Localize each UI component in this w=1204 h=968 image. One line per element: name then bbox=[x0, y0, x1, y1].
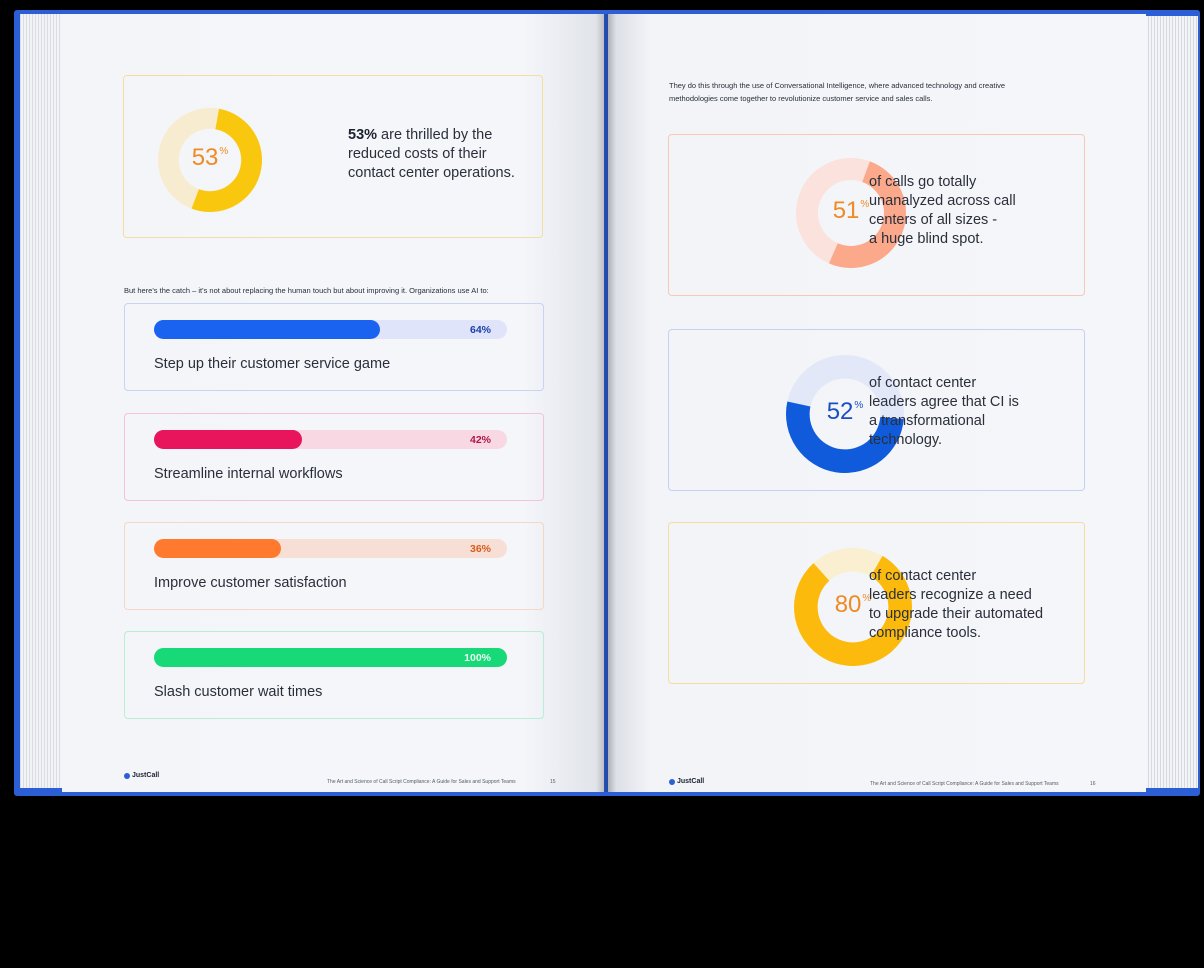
footer-logo-left: JustCall bbox=[124, 772, 159, 779]
bar-label: Slash customer wait times bbox=[154, 684, 323, 700]
progress-track: 100% bbox=[154, 648, 507, 667]
progress-fill bbox=[154, 539, 282, 558]
ci-stat-value: 51% bbox=[832, 197, 870, 224]
donut-segment bbox=[828, 161, 906, 268]
ci-stat-value: 52% bbox=[826, 398, 864, 425]
bar-card: 100% Slash customer wait times bbox=[124, 631, 544, 719]
footer-title-right: The Art and Science of Call Script Compl… bbox=[870, 781, 1059, 787]
top-stat-donut bbox=[158, 108, 262, 212]
ci-stat-donut bbox=[796, 158, 906, 268]
page-number-right: 16 bbox=[1090, 781, 1096, 787]
donut-segment bbox=[786, 401, 904, 473]
bar-card: 42% Streamline internal workflows bbox=[124, 413, 544, 501]
ci-stat-text: of contact center leaders agree that CI i… bbox=[869, 375, 1019, 448]
page-number-left: 15 bbox=[550, 779, 556, 785]
ci-stat-text: of calls go totally unanalyzed across cal… bbox=[869, 174, 1016, 247]
progress-fill bbox=[154, 430, 303, 449]
progress-track: 36% bbox=[154, 539, 507, 558]
footer-logo-right: JustCall bbox=[669, 778, 704, 785]
top-stat-text: 53% are thrilled by the reduced costs of… bbox=[348, 127, 515, 181]
ci-stat-value: 80% bbox=[834, 591, 872, 618]
top-stat-card: 53% 53% are thrilled by the reduced cost… bbox=[123, 75, 543, 238]
ci-stat-donut bbox=[786, 355, 904, 473]
bar-card: 64% Step up their customer service game bbox=[124, 303, 544, 391]
progress-percent: 42% bbox=[469, 434, 491, 446]
donut-segment bbox=[191, 108, 262, 212]
ci-stat-card: 51% of calls go totally unanalyzed across… bbox=[668, 134, 1085, 296]
top-stat-value: 53% bbox=[191, 144, 229, 171]
bar-label: Streamline internal workflows bbox=[154, 466, 343, 482]
bar-label: Improve customer satisfaction bbox=[154, 575, 347, 591]
intro-text-left: But here's the catch – it's not about re… bbox=[124, 286, 489, 295]
ci-stat-card: 52% of contact center leaders agree that … bbox=[668, 329, 1085, 491]
footer-title-left: The Art and Science of Call Script Compl… bbox=[327, 779, 516, 785]
progress-percent: 36% bbox=[469, 543, 491, 555]
justcall-logo-icon bbox=[669, 778, 675, 785]
right-page: They do this through the use of Conversa… bbox=[608, 14, 1146, 792]
progress-fill bbox=[154, 320, 380, 339]
ci-stat-donut bbox=[794, 548, 912, 666]
intro-text-right: They do this through the use of Conversa… bbox=[669, 81, 1006, 103]
page-edges-left bbox=[20, 14, 64, 788]
progress-percent: 100% bbox=[464, 652, 491, 664]
left-page: 53% 53% are thrilled by the reduced cost… bbox=[62, 14, 604, 792]
bar-label: Step up their customer service game bbox=[154, 356, 391, 372]
justcall-logo-icon bbox=[124, 772, 130, 779]
bar-card: 36% Improve customer satisfaction bbox=[124, 522, 544, 610]
progress-track: 64% bbox=[154, 320, 507, 339]
progress-track: 42% bbox=[154, 430, 507, 449]
book-spine bbox=[596, 14, 616, 792]
ci-stat-card: 80% of contact center leaders recognize a… bbox=[668, 522, 1085, 684]
progress-fill bbox=[154, 648, 507, 667]
progress-percent: 64% bbox=[469, 324, 491, 336]
donut-segment bbox=[794, 555, 912, 666]
page-edges-right bbox=[1146, 16, 1198, 788]
ci-stat-text: of contact center leaders recognize a nee… bbox=[869, 568, 1044, 641]
